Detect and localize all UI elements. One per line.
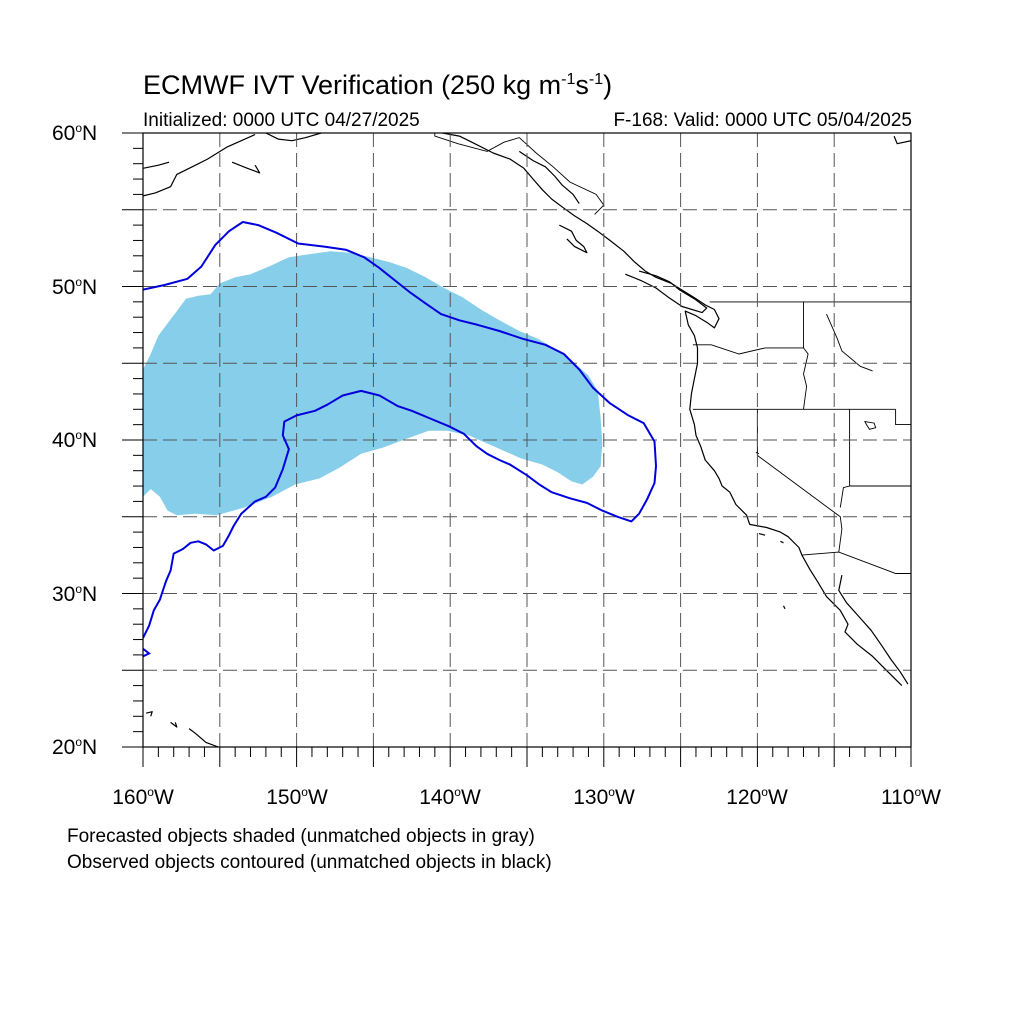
coastline-12 bbox=[188, 728, 219, 747]
coastline-9 bbox=[893, 135, 911, 145]
lat-label-20: 20oN bbox=[52, 735, 98, 759]
border-3 bbox=[692, 344, 804, 355]
border-7 bbox=[895, 409, 911, 426]
lake-1 bbox=[755, 451, 760, 455]
lat-label-50: 50oN bbox=[52, 275, 98, 299]
lake-0 bbox=[864, 421, 877, 430]
plot-frame bbox=[142, 132, 912, 748]
coastline-5 bbox=[518, 150, 580, 204]
border-9 bbox=[826, 313, 873, 372]
lon-label-150w: 150oW bbox=[266, 785, 328, 809]
border-5 bbox=[756, 409, 843, 553]
forecast-object-layer bbox=[143, 251, 603, 516]
initialized-label: Initialized: 0000 UTC 04/27/2025 bbox=[143, 110, 420, 131]
coastline-7 bbox=[625, 270, 708, 314]
valid-time-label: F-168: Valid: 0000 UTC 05/04/2025 bbox=[613, 110, 912, 131]
observed-ivt-contour-tail bbox=[143, 648, 151, 658]
chart-title: ECMWF IVT Verification (250 kg m-1s-1) bbox=[143, 70, 613, 100]
lat-label-60: 60oN bbox=[52, 121, 98, 145]
coastline-1 bbox=[143, 161, 170, 169]
coastline-10 bbox=[145, 711, 153, 717]
lon-label-160w: 160oW bbox=[112, 785, 174, 809]
lon-label-130w: 130oW bbox=[573, 785, 635, 809]
lon-label-120w: 120oW bbox=[726, 785, 788, 809]
coastline-0 bbox=[143, 133, 256, 197]
footnote-observed: Observed objects contoured (unmatched ob… bbox=[67, 852, 552, 873]
gridline-layer bbox=[143, 133, 911, 747]
forecast-ivt-object bbox=[143, 251, 603, 516]
coastline-8 bbox=[838, 574, 909, 685]
lon-label-140w: 140oW bbox=[419, 785, 481, 809]
tick-layer bbox=[122, 132, 912, 767]
border-2 bbox=[803, 301, 809, 410]
border-0 bbox=[434, 133, 605, 215]
coastline-6 bbox=[559, 224, 588, 254]
footnote-forecast: Forecasted objects shaded (unmatched obj… bbox=[67, 826, 535, 847]
border-6 bbox=[839, 409, 851, 508]
coastline-13 bbox=[758, 533, 766, 536]
coastline-2 bbox=[231, 161, 261, 174]
lat-label-30: 30oN bbox=[52, 582, 98, 606]
coastline-15 bbox=[782, 605, 786, 610]
border-8 bbox=[801, 551, 911, 574]
observed-ivt-contour bbox=[143, 221, 657, 639]
lon-label-110w: 110oW bbox=[881, 785, 941, 809]
coastline-layer bbox=[143, 133, 911, 747]
coastline-14 bbox=[780, 540, 784, 544]
observed-contour-layer bbox=[143, 221, 657, 658]
lat-label-40: 40oN bbox=[52, 428, 98, 452]
coastline-3 bbox=[265, 133, 322, 142]
coastline-11 bbox=[170, 721, 178, 728]
